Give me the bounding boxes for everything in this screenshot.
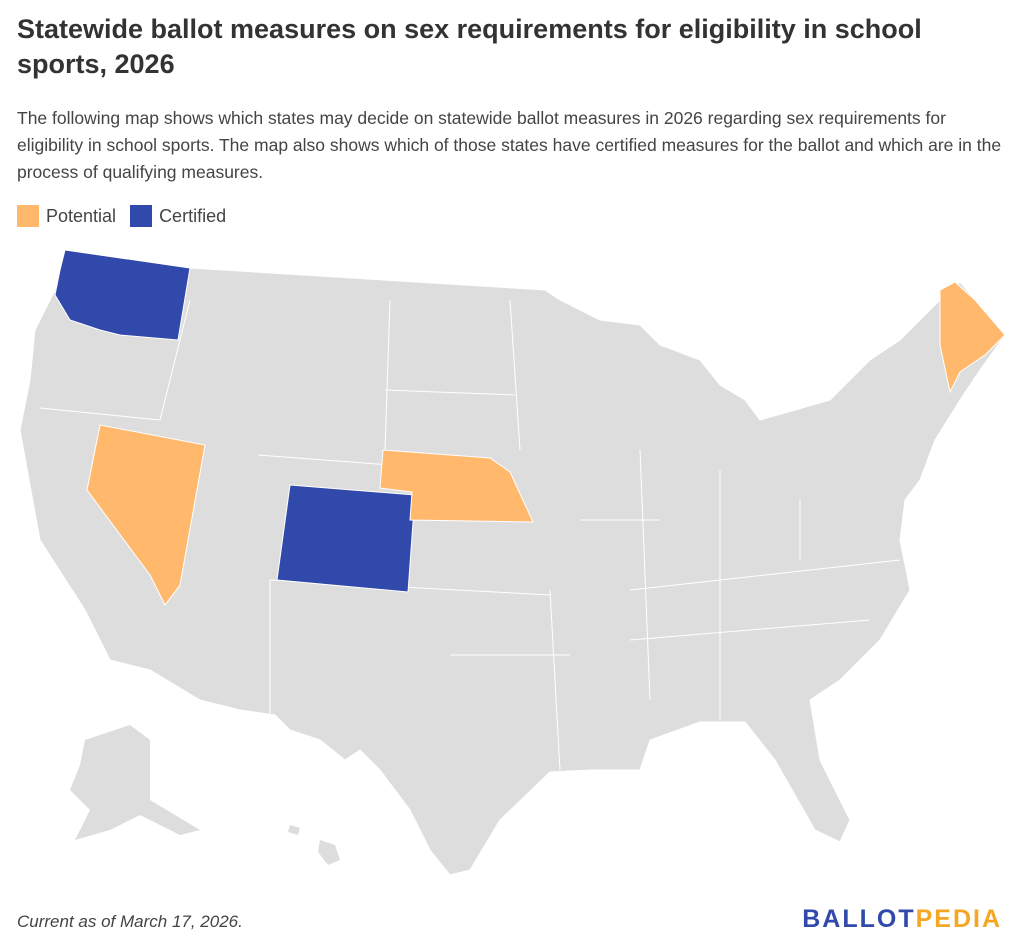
us-map [19, 249, 1006, 876]
state-alaska [70, 725, 200, 840]
description: The following map shows which states may… [17, 108, 1002, 182]
state-borders [39, 299, 901, 771]
logo-part1: BALLOT [802, 905, 916, 933]
legend: Potential Certified [17, 205, 226, 227]
state-nebraska [379, 449, 534, 523]
legend-label: Potential [46, 205, 117, 226]
state-maine [939, 281, 1006, 394]
legend-swatch [17, 205, 39, 227]
footer-note: Current as of March 17, 2026. [17, 912, 243, 931]
legend-potential: Potential [17, 205, 116, 227]
legend-swatch [130, 205, 153, 227]
logo-part2: PEDIA [915, 905, 1002, 933]
state-colorado [276, 484, 416, 593]
legend-certified: Certified [130, 205, 226, 227]
us-mainland [19, 249, 1006, 876]
state-washington [54, 249, 191, 341]
state-nevada [86, 424, 206, 606]
legend-label: Certified [159, 205, 227, 226]
ballotpedia-logo: BALLOTPEDIA [802, 905, 1002, 934]
state-hawaii [288, 825, 340, 865]
page-title: Statewide ballot measures on sex require… [17, 14, 922, 79]
